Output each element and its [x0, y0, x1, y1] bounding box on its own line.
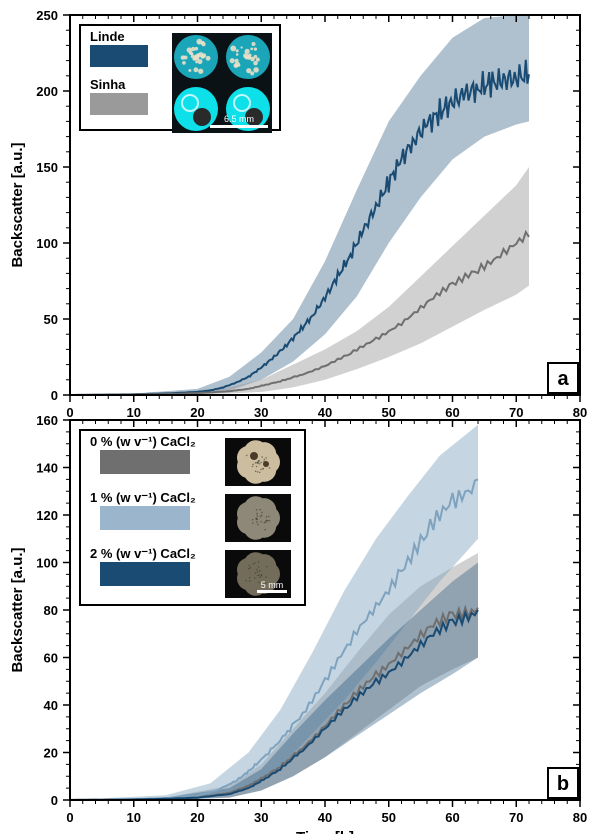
xtick-label: 20: [190, 810, 204, 825]
ytick-label: 140: [36, 461, 58, 476]
xtick-label: 50: [382, 810, 396, 825]
scalebar-label: 5 mm: [261, 580, 284, 590]
xtick-label: 0: [66, 405, 73, 420]
xtick-label: 0: [66, 810, 73, 825]
legend-a: Linde Sinha 6.5 mm: [80, 25, 280, 133]
panel-label: a: [557, 368, 569, 390]
ytick-label: 20: [44, 746, 58, 761]
xtick-label: 70: [509, 405, 523, 420]
legend-swatch: [100, 450, 190, 474]
ylabel: Backscatter [a.u.]: [9, 142, 26, 267]
ytick-label: 0: [51, 388, 58, 403]
xtick-label: 30: [254, 810, 268, 825]
ytick-label: 200: [36, 84, 58, 99]
legend-swatch: [90, 93, 148, 115]
legend-b: 0 % (w v⁻¹) CaCl₂ 1 % (w v⁻¹) CaCl₂ 2 % (w…: [80, 430, 305, 605]
xtick-label: 30: [254, 405, 268, 420]
ytick-label: 40: [44, 698, 58, 713]
xtick-label: 80: [573, 810, 587, 825]
legend-swatch: [100, 562, 190, 586]
ytick-label: 100: [36, 556, 58, 571]
legend-label: Sinha: [90, 77, 126, 92]
ytick-label: 100: [36, 236, 58, 251]
ytick-label: 80: [44, 603, 58, 618]
ytick-label: 160: [36, 413, 58, 428]
scalebar-label: 6.5 mm: [224, 114, 254, 124]
legend-swatch: [100, 506, 190, 530]
xtick-label: 60: [445, 810, 459, 825]
ylabel: Backscatter [a.u.]: [9, 547, 26, 672]
band-Sinha: [70, 167, 529, 395]
xtick-label: 20: [190, 405, 204, 420]
ytick-label: 120: [36, 508, 58, 523]
xtick-label: 40: [318, 405, 332, 420]
ytick-label: 250: [36, 8, 58, 23]
ytick-label: 150: [36, 160, 58, 175]
xtick-label: 40: [318, 810, 332, 825]
ytick-label: 0: [51, 793, 58, 808]
legend-label: 2 % (w v⁻¹) CaCl₂: [90, 546, 196, 561]
legend-label: 0 % (w v⁻¹) CaCl₂: [90, 434, 196, 449]
legend-label: Linde: [90, 29, 125, 44]
legend-swatch: [90, 45, 148, 67]
xtick-label: 70: [509, 810, 523, 825]
ytick-label: 50: [44, 312, 58, 327]
xlabel: Time [h]: [296, 829, 354, 834]
xtick-label: 60: [445, 405, 459, 420]
xtick-label: 10: [127, 810, 141, 825]
legend-label: 1 % (w v⁻¹) CaCl₂: [90, 490, 196, 505]
panel-label: b: [557, 773, 569, 795]
xtick-label: 50: [382, 405, 396, 420]
ytick-label: 60: [44, 651, 58, 666]
xtick-label: 10: [127, 405, 141, 420]
figure: 01020304050607080050100150200250Backscat…: [0, 0, 598, 834]
xtick-label: 80: [573, 405, 587, 420]
